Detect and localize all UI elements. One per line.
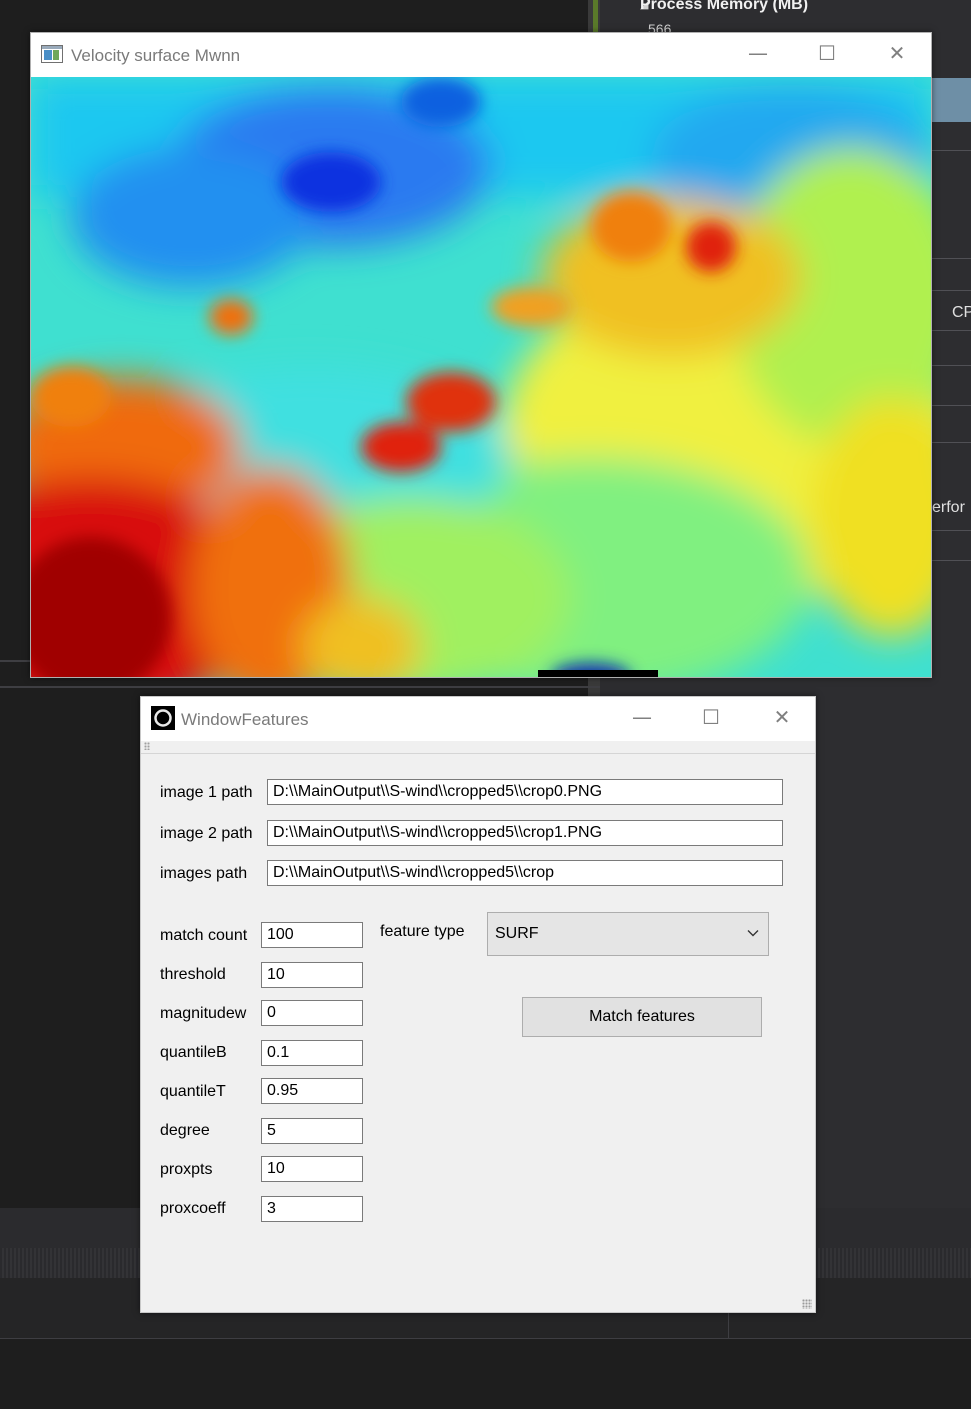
threshold-label: threshold [160,966,226,983]
velocity-surface-image [31,77,931,677]
collapse-triangle-icon[interactable]: ◢ [640,0,649,11]
images-path-label: images path [160,865,248,882]
feature-type-select[interactable]: SURF [487,912,769,956]
performance-label: erfor [932,499,965,516]
status-area [0,1338,971,1409]
chevron-down-icon [747,930,759,937]
magnitudew-input[interactable]: 0 [261,1000,363,1026]
match-count-input[interactable]: 100 [261,922,363,948]
close-button[interactable]: ✕ [773,705,791,729]
panel-divider [932,258,971,259]
features-window-title: WindowFeatures [181,710,309,729]
window-features: WindowFeatures — ☐ ✕ image 1 path D:\\Ma… [140,696,816,1313]
cpu-label: CP [952,304,971,321]
minimize-button[interactable]: — [632,705,652,729]
image1-path-input[interactable]: D:\\MainOutput\\S-wind\\cropped5\\crop0.… [267,779,783,805]
app-window-icon [41,45,63,63]
quantilet-input[interactable]: 0.95 [261,1078,363,1104]
feature-type-value: SURF [495,925,539,942]
ring-app-icon [151,706,175,730]
threshold-input[interactable]: 10 [261,962,363,988]
quantileb-label: quantileB [160,1044,227,1061]
menu-strip [141,741,815,754]
velocity-window-title: Velocity surface Mwnn [71,46,241,65]
panel-divider [932,560,971,561]
panel-divider [932,150,971,151]
panel-divider [932,442,971,443]
quantilet-label: quantileT [160,1083,226,1100]
velocity-window-titlebar[interactable]: Velocity surface Mwnn — ☐ ✕ [31,33,931,77]
velocity-surface-window: Velocity surface Mwnn — ☐ ✕ [30,32,932,678]
degree-input[interactable]: 5 [261,1118,363,1144]
images-path-input[interactable]: D:\\MainOutput\\S-wind\\cropped5\\crop [267,860,783,886]
process-memory-title: Process Memory (MB) [640,0,809,13]
proxcoeff-input[interactable]: 3 [261,1196,363,1222]
image2-path-label: image 2 path [160,825,253,842]
proxpts-input[interactable]: 10 [261,1156,363,1182]
panel-divider [932,365,971,366]
match-features-button[interactable]: Match features [522,997,762,1037]
proxpts-label: proxpts [160,1161,213,1178]
minimize-button[interactable]: — [748,41,768,65]
grip-icon[interactable] [144,742,150,750]
features-window-titlebar[interactable]: WindowFeatures — ☐ ✕ [141,697,815,741]
panel-divider [932,405,971,406]
panel-accent [593,0,598,40]
panel-divider [932,330,971,331]
output-panel-divider [728,1300,729,1338]
image1-path-label: image 1 path [160,784,253,801]
maximize-button[interactable]: ☐ [818,41,836,65]
match-count-label: match count [160,927,248,944]
feature-type-label: feature type [380,923,465,940]
close-button[interactable]: ✕ [888,41,906,65]
panel-divider [932,530,971,531]
resize-grip-icon[interactable] [802,1299,812,1309]
memory-graph [932,78,971,122]
degree-label: degree [160,1122,210,1139]
panel-divider [932,290,971,291]
maximize-button[interactable]: ☐ [702,705,720,729]
magnitudew-label: magnitudew [160,1005,247,1022]
image2-path-input[interactable]: D:\\MainOutput\\S-wind\\cropped5\\crop1.… [267,820,783,846]
proxcoeff-label: proxcoeff [160,1200,226,1217]
editor-divider [0,686,600,688]
quantileb-input[interactable]: 0.1 [261,1040,363,1066]
